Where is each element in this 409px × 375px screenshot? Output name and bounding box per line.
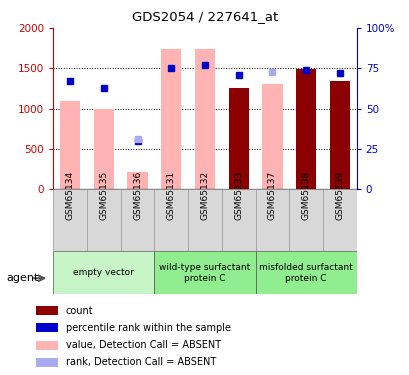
Bar bbox=[154, 251, 255, 294]
Text: count: count bbox=[65, 306, 93, 315]
Text: GSM65131: GSM65131 bbox=[166, 171, 175, 220]
Bar bbox=[36, 340, 58, 350]
Text: agent: agent bbox=[6, 273, 38, 283]
Bar bbox=[87, 189, 120, 251]
Bar bbox=[255, 251, 356, 294]
Text: percentile rank within the sample: percentile rank within the sample bbox=[65, 323, 230, 333]
Text: GSM65135: GSM65135 bbox=[99, 171, 108, 220]
Text: rank, Detection Call = ABSENT: rank, Detection Call = ABSENT bbox=[65, 357, 216, 367]
Text: GSM65138: GSM65138 bbox=[301, 171, 310, 220]
Bar bbox=[36, 323, 58, 332]
Text: GSM65137: GSM65137 bbox=[267, 171, 276, 220]
Bar bbox=[120, 189, 154, 251]
Bar bbox=[329, 81, 349, 189]
Bar bbox=[295, 69, 315, 189]
Bar bbox=[188, 189, 221, 251]
Text: GDS2054 / 227641_at: GDS2054 / 227641_at bbox=[132, 10, 277, 23]
Text: GSM65132: GSM65132 bbox=[200, 171, 209, 220]
Bar bbox=[322, 189, 356, 251]
Bar bbox=[94, 109, 114, 189]
Text: GSM65139: GSM65139 bbox=[335, 171, 344, 220]
Bar bbox=[127, 172, 147, 189]
Bar bbox=[161, 49, 181, 189]
Bar bbox=[289, 189, 322, 251]
Bar bbox=[36, 306, 58, 315]
Text: value, Detection Call = ABSENT: value, Detection Call = ABSENT bbox=[65, 340, 220, 350]
Bar bbox=[194, 49, 215, 189]
Bar bbox=[60, 101, 80, 189]
Bar bbox=[262, 84, 282, 189]
Bar bbox=[221, 189, 255, 251]
Bar bbox=[36, 358, 58, 367]
Text: GSM65136: GSM65136 bbox=[133, 171, 142, 220]
Text: wild-type surfactant
protein C: wild-type surfactant protein C bbox=[159, 263, 250, 283]
Text: GSM65133: GSM65133 bbox=[234, 171, 243, 220]
Bar bbox=[154, 189, 188, 251]
Text: misfolded surfactant
protein C: misfolded surfactant protein C bbox=[258, 263, 352, 283]
Bar bbox=[53, 251, 154, 294]
Bar bbox=[255, 189, 289, 251]
Bar bbox=[228, 88, 248, 189]
Text: GSM65134: GSM65134 bbox=[65, 171, 74, 220]
Bar bbox=[53, 189, 87, 251]
Text: empty vector: empty vector bbox=[73, 268, 134, 278]
